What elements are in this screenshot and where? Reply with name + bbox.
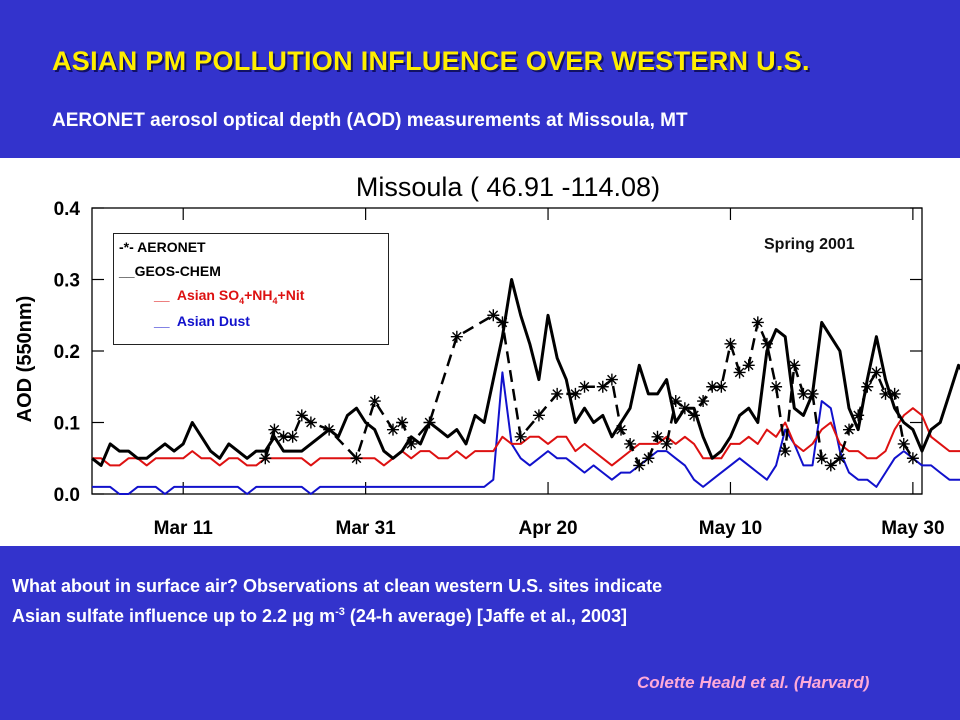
series-line-geos-chem bbox=[91, 278, 960, 467]
legend-label-aeronet: AERONET bbox=[137, 239, 206, 255]
footer-line-1: What about in surface air? Observations … bbox=[12, 576, 663, 596]
aeronet-point bbox=[605, 373, 618, 386]
aeronet-point bbox=[788, 359, 801, 372]
aeronet-point bbox=[843, 423, 856, 436]
y-tick-label: 0.2 bbox=[54, 342, 80, 363]
aeronet-point bbox=[578, 380, 591, 393]
aeronet-point bbox=[268, 423, 281, 436]
legend-marker-asian-dust: __ bbox=[154, 313, 170, 329]
legend-label-geos-chem: GEOS-CHEM bbox=[134, 263, 221, 279]
legend-marker-geos-chem: __ bbox=[119, 263, 135, 279]
chart-legend: -*- AERONET __GEOS-CHEM __ Asian SO4+NH4… bbox=[113, 233, 389, 345]
aeronet-point bbox=[633, 459, 646, 472]
aeronet-point bbox=[551, 387, 564, 400]
aeronet-point bbox=[277, 430, 290, 443]
aeronet-point bbox=[833, 452, 846, 465]
aeronet-point bbox=[304, 416, 317, 429]
aeronet-point bbox=[386, 423, 399, 436]
slide-subtitle: AERONET aerosol optical depth (AOD) meas… bbox=[52, 110, 688, 131]
aod-line-chart: Missoula ( 46.91 -114.08) AOD (550nm) 0.… bbox=[14, 172, 960, 539]
y-tick-label: 0.3 bbox=[54, 271, 80, 292]
aeronet-point bbox=[779, 445, 792, 458]
aeronet-point bbox=[396, 416, 409, 429]
aeronet-point bbox=[724, 337, 737, 350]
aeronet-point bbox=[879, 387, 892, 400]
aeronet-point bbox=[733, 366, 746, 379]
aeronet-point bbox=[651, 430, 664, 443]
aeronet-point bbox=[295, 409, 308, 422]
slide-title: ASIAN PM POLLUTION INFLUENCE OVER WESTER… bbox=[52, 46, 810, 76]
aeronet-point bbox=[669, 395, 682, 408]
aeronet-point bbox=[797, 387, 810, 400]
x-tick-label: Mar 31 bbox=[336, 518, 397, 539]
aeronet-point bbox=[870, 366, 883, 379]
aeronet-point bbox=[514, 430, 527, 443]
y-tick-label: 0.4 bbox=[54, 199, 81, 220]
aeronet-point bbox=[624, 437, 637, 450]
aeronet-point bbox=[906, 452, 919, 465]
aeronet-point bbox=[770, 380, 783, 393]
footer-text: What about in surface air? Observations … bbox=[12, 573, 662, 629]
aeronet-point bbox=[350, 452, 363, 465]
x-tick-label: May 10 bbox=[699, 518, 762, 539]
aeronet-point bbox=[678, 402, 691, 415]
aeronet-point bbox=[423, 416, 436, 429]
x-tick-label: Apr 20 bbox=[518, 518, 577, 539]
credit-text: Colette Heald et al. (Harvard) bbox=[637, 673, 870, 692]
aeronet-point bbox=[642, 452, 655, 465]
aeronet-point bbox=[615, 423, 628, 436]
aeronet-point bbox=[596, 380, 609, 393]
chart-panel: Missoula ( 46.91 -114.08) AOD (550nm) 0.… bbox=[0, 158, 960, 546]
aeronet-point bbox=[450, 330, 463, 343]
aeronet-point bbox=[368, 395, 381, 408]
aeronet-point bbox=[806, 387, 819, 400]
footer-line-2: Asian sulfate influence up to 2.2 μg m-3… bbox=[12, 606, 628, 626]
aeronet-point bbox=[496, 316, 509, 329]
aeronet-point bbox=[888, 387, 901, 400]
legend-marker-asian-so4: __ bbox=[154, 287, 170, 303]
aeronet-point bbox=[532, 409, 545, 422]
series-line-asian-so4-nh4-nit bbox=[92, 407, 960, 467]
season-label: Spring 2001 bbox=[764, 236, 855, 253]
y-tick-label: 0.1 bbox=[54, 414, 81, 435]
aeronet-point bbox=[405, 437, 418, 450]
aeronet-point bbox=[706, 380, 719, 393]
aeronet-point bbox=[487, 309, 500, 322]
aeronet-point bbox=[751, 316, 764, 329]
series-line-asian-dust bbox=[92, 371, 960, 495]
aeronet-point bbox=[897, 437, 910, 450]
aeronet-point bbox=[569, 387, 582, 400]
aeronet-point bbox=[259, 452, 272, 465]
legend-item-geos-chem: __GEOS-CHEM bbox=[119, 263, 221, 279]
legend-label-asian-so4: Asian SO4+NH4+Nit bbox=[176, 287, 305, 306]
aeronet-point bbox=[323, 423, 336, 436]
aeronet-point bbox=[815, 452, 828, 465]
aeronet-point bbox=[742, 359, 755, 372]
legend-item-asian-dust: __ Asian Dust bbox=[154, 313, 250, 329]
aeronet-point bbox=[760, 337, 773, 350]
aeronet-point bbox=[824, 459, 837, 472]
aeronet-point bbox=[697, 395, 710, 408]
x-tick-label: May 30 bbox=[881, 518, 944, 539]
aeronet-point bbox=[861, 380, 874, 393]
x-tick-label: Mar 11 bbox=[154, 518, 214, 539]
legend-label-asian-dust: Asian Dust bbox=[176, 313, 250, 329]
legend-item-aeronet: -*- AERONET bbox=[119, 239, 206, 255]
aeronet-point bbox=[687, 409, 700, 422]
chart-title: Missoula ( 46.91 -114.08) bbox=[356, 172, 660, 202]
aeronet-point bbox=[715, 380, 728, 393]
aeronet-point bbox=[660, 437, 673, 450]
aeronet-point bbox=[852, 409, 865, 422]
aeronet-point bbox=[286, 430, 299, 443]
y-axis-label: AOD (550nm) bbox=[14, 296, 36, 423]
legend-marker-aeronet: -*- bbox=[119, 239, 134, 255]
legend-item-asian-so4: __ Asian SO4+NH4+Nit bbox=[154, 287, 304, 306]
y-tick-label: 0.0 bbox=[54, 485, 80, 506]
